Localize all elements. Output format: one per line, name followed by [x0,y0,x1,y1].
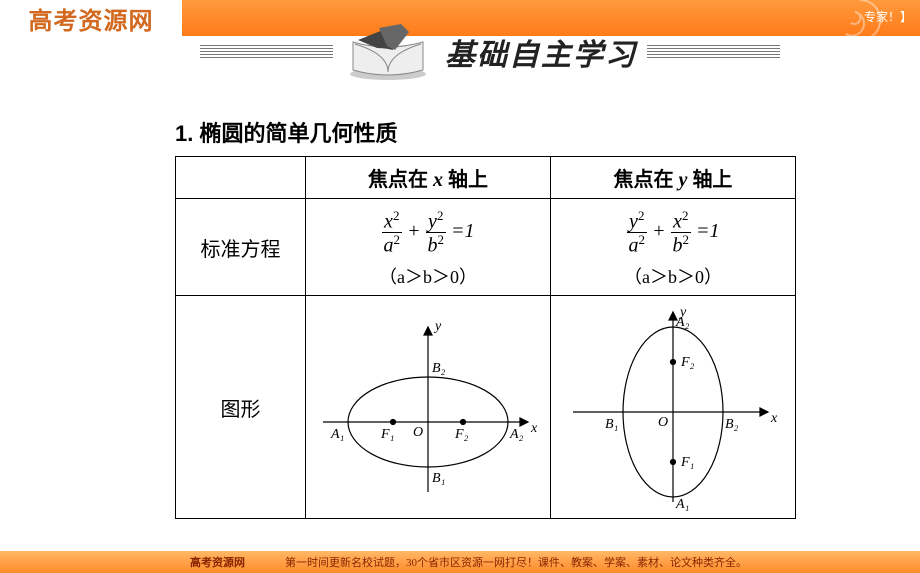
lbl2-A2: A₂ [675,315,690,330]
header-x-text-1: 焦点在 [368,169,433,191]
table-row-figure: 图形 x y [176,296,796,519]
lbl-B2: B₂ [432,361,446,376]
page-title: 基础自主学习 [445,30,637,74]
bottom-banner: 高考资源网 第一时间更新名校试题，30个省市区资源一网打尽！课件、教案、学案、素… [0,551,920,573]
footer-slogan: 第一时间更新名校试题，30个省市区资源一网打尽！课件、教案、学案、素材、论文种类… [285,554,747,570]
eq-y-num-sup: 2 [638,208,645,223]
eq-y-den-sup: 2 [639,232,646,247]
lbl-B1: B₁ [432,471,445,486]
lbl-y: y [433,319,442,334]
table-header-row: 焦点在 x 轴上 焦点在 y 轴上 [176,157,796,199]
header-x-var: x [433,169,443,191]
row-label-standard: 标准方程 [176,199,306,296]
swirl-decoration [830,0,890,50]
eq-y-den2-var: b [673,234,683,256]
lbl-x: x [530,421,538,436]
table-row-standard: 标准方程 x2a2 + y2b2 =1 （a＞b＞0） y2a2 + x2b2 … [176,199,796,296]
lbl2-A1: A₁ [675,497,689,512]
header-y-text-1: 焦点在 [614,169,679,191]
lbl-F1: F₁ [380,427,394,442]
row-label-figure: 图形 [176,296,306,519]
lbl2-F2: F₂ [680,355,695,370]
content-area: 1. 椭圆的简单几何性质 焦点在 x 轴上 焦点在 y 轴上 标准方程 x2a2… [175,116,800,519]
cell-figure-y: x y O A₂ A₁ B₁ B₂ F₂ F₁ [551,296,796,519]
eq-x-den2-sup: 2 [438,232,445,247]
cell-eq-x: x2a2 + y2b2 =1 （a＞b＞0） [306,199,551,296]
eq-y-den-var: a [629,234,639,256]
lbl-F2: F₂ [454,427,469,442]
lbl2-x: x [770,411,778,426]
cell-eq-y: y2a2 + x2b2 =1 （a＞b＞0） [551,199,796,296]
site-logo: 高考资源网 [0,0,182,36]
eq-y-condition: （a＞b＞0） [555,263,791,289]
eq-y-den2-sup: 2 [683,232,690,247]
eq-x-num2-sup: 2 [437,208,444,223]
ellipse-y-diagram: x y O A₂ A₁ B₁ B₂ F₂ F₁ [563,302,783,512]
eq-y-num2-sup: 2 [682,208,689,223]
book-icon [343,22,433,82]
properties-table: 焦点在 x 轴上 焦点在 y 轴上 标准方程 x2a2 + y2b2 =1 （a… [175,156,796,519]
eq-x-num-sup: 2 [393,208,400,223]
ellipse-x-diagram: x y O A₁ A₂ B₂ B₁ F₁ F₂ [313,312,543,502]
title-band: 基础自主学习 [200,0,780,104]
eq-x-plus: + [407,220,421,242]
header-y-axis: 焦点在 y 轴上 [551,157,796,199]
lbl-A2: A₂ [509,427,524,442]
lbl-A1: A₁ [330,427,344,442]
eq-y-eq1: =1 [696,220,720,242]
lbl2-B2: B₂ [725,417,739,432]
eq-x-den-sup: 2 [394,232,401,247]
lbl2-O: O [658,415,668,430]
eq-x-den-var: a [384,234,394,256]
eq-y-num-var: y [629,211,638,233]
footer-site-name: 高考资源网 [190,554,245,570]
eq-y-num2-var: x [673,211,682,233]
header-blank [176,157,306,199]
eq-x-den2-var: b [428,234,438,256]
cell-figure-x: x y O A₁ A₂ B₂ B₁ F₁ F₂ [306,296,551,519]
eq-x-num-var: x [384,211,393,233]
header-y-text-2: 轴上 [687,169,732,191]
section-heading: 1. 椭圆的简单几何性质 [175,116,800,148]
lbl2-B1: B₁ [605,417,618,432]
eq-x-condition: （a＞b＞0） [310,263,546,289]
eq-y-plus: + [652,220,666,242]
lbl2-F1: F₁ [680,455,694,470]
header-x-axis: 焦点在 x 轴上 [306,157,551,199]
lbl-O: O [413,425,423,440]
eq-x-num2-var: y [428,211,437,233]
eq-x-eq1: =1 [451,220,475,242]
header-x-text-2: 轴上 [443,169,488,191]
